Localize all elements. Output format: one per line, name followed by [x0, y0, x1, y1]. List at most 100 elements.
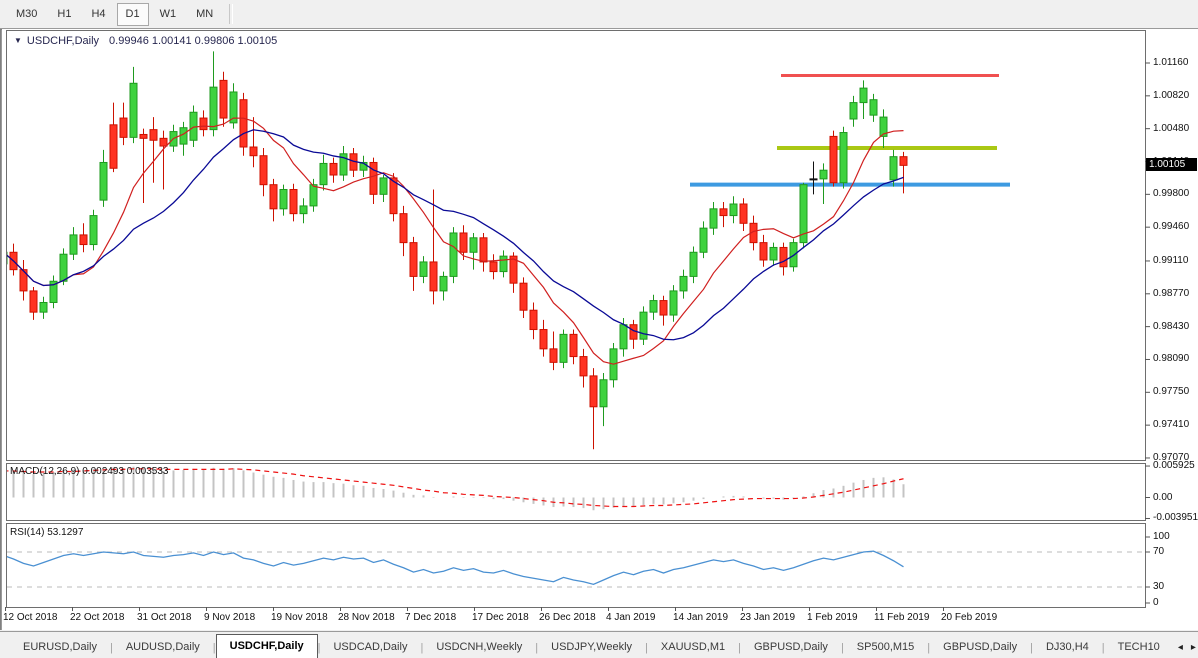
macd-indicator-label: MACD(12,26,9) 0.002493 0.003533: [10, 466, 169, 477]
candle-body: [879, 116, 888, 137]
candle-body: [849, 102, 858, 120]
timeframe-button-w1[interactable]: W1: [159, 7, 177, 20]
candle-body: [159, 137, 168, 147]
candle-body: [39, 301, 48, 313]
candle-body: [289, 189, 298, 215]
slow-ma-line: [7, 129, 904, 341]
price-tick-label: 0.97070: [1153, 452, 1190, 463]
tab-scroll-right-icon[interactable]: ▸: [1190, 642, 1196, 653]
price-tick-label: 0.99800: [1153, 188, 1190, 199]
candle-body: [669, 290, 678, 316]
chart-tab-bar: EURUSD,Daily | AUDUSD,Daily | USDCHF,Daily | U…: [0, 631, 1198, 658]
tab-separator: |: [212, 642, 216, 654]
date-tick-label: 22 Oct 2018: [70, 612, 125, 623]
candle-body: [489, 261, 498, 273]
timeframe-button-h1[interactable]: H1: [57, 7, 72, 20]
candle-body: [429, 261, 438, 292]
chart-tab-gbpusd-daily[interactable]: GBPUSD,Daily: [943, 641, 1018, 653]
timeframe-button-h4[interactable]: H4: [91, 7, 106, 20]
chart-tab-usdjpy-weekly[interactable]: USDJPY,Weekly: [551, 641, 633, 653]
price-tick-label: 0.99460: [1153, 221, 1190, 232]
tab-separator: |: [840, 642, 844, 654]
rsi-tick-label: 70: [1153, 546, 1165, 557]
candle-body: [189, 111, 198, 141]
tab-separator: |: [109, 642, 113, 654]
date-tick-label: 31 Oct 2018: [137, 612, 192, 623]
tab-separator: |: [738, 642, 741, 654]
rsi-indicator-label: RSI(14) 53.1297: [10, 527, 84, 538]
price-tick-label: 0.97750: [1153, 386, 1190, 397]
candle-body: [239, 99, 248, 148]
candle-body: [889, 156, 898, 181]
candle-body: [329, 162, 338, 176]
candle-body: [319, 162, 328, 186]
timeframe-toolbar: M30 H1 H4 D1 W1 MN: [0, 0, 1198, 29]
timeframe-button-d1[interactable]: D1: [116, 2, 149, 26]
date-tick-label: 20 Feb 2019: [941, 612, 998, 623]
chart-title-dropdown-icon[interactable]: ▼: [14, 36, 22, 45]
candle-body: [209, 86, 218, 131]
chart-tab-gbpusd-daily[interactable]: GBPUSD,Daily: [753, 641, 828, 653]
date-tick-label: 12 Oct 2018: [3, 612, 58, 623]
current-price-badge: 1.00105: [1146, 158, 1197, 171]
chart-tab-usdcnh-weekly[interactable]: USDCNH,Weekly: [436, 641, 523, 653]
candle-body: [259, 155, 268, 186]
candle-body: [599, 379, 608, 408]
candle-body: [179, 127, 188, 145]
timeframe-button-mn[interactable]: MN: [196, 7, 214, 20]
rsi-tick-label: 30: [1153, 581, 1165, 592]
chart-tab-tech10[interactable]: TECH10: [1117, 641, 1160, 653]
candle-body: [529, 309, 538, 331]
tab-scroll-left-icon[interactable]: ◂: [1177, 642, 1183, 653]
chart-tab-dj30-h4[interactable]: DJ30,H4: [1045, 641, 1089, 653]
tab-separator: |: [645, 642, 648, 654]
chart-tab-sp500-m15[interactable]: SP500,M15: [856, 641, 915, 653]
candle-body: [139, 133, 148, 139]
rsi-panel-border: [6, 523, 1146, 608]
date-tick-label: 23 Jan 2019: [740, 612, 796, 623]
candle-body: [569, 333, 578, 358]
price-tick-label: 0.99110: [1153, 255, 1189, 266]
candle-body: [499, 255, 508, 273]
candle-body: [19, 269, 28, 292]
candle-body: [649, 300, 658, 313]
timeframe-button-group: M30 H1 H4 D1 W1 MN: [6, 2, 223, 26]
chart-tab-usdcad-daily[interactable]: USDCAD,Daily: [333, 641, 408, 653]
date-tick-label: 17 Dec 2018: [472, 612, 529, 623]
timeframe-button-m30[interactable]: M30: [16, 7, 38, 20]
candle-body: [639, 311, 648, 340]
candle-body: [119, 117, 128, 138]
candle-body: [759, 242, 768, 261]
chart-tab-eurusd-daily[interactable]: EURUSD,Daily: [23, 641, 97, 653]
candle-body: [729, 203, 738, 217]
candle-body: [539, 329, 548, 350]
tab-separator: |: [1101, 642, 1105, 654]
candle-body: [589, 375, 598, 408]
date-tick-label: 28 Nov 2018: [338, 612, 395, 623]
rsi-line: [7, 550, 904, 586]
candle-body: [419, 261, 428, 277]
candle-body: [219, 79, 228, 119]
candle-body: [619, 324, 628, 350]
candle-body: [379, 177, 388, 195]
candle-body: [269, 184, 278, 210]
candle-body: [689, 251, 698, 277]
price-tick-label: 0.98770: [1153, 288, 1190, 299]
candle-body: [229, 91, 238, 124]
chart-tab-xauusd-m1[interactable]: XAUUSD,M1: [660, 641, 726, 653]
price-tick-label: 0.97410: [1153, 419, 1190, 430]
candle-body: [389, 177, 398, 215]
candle-body: [869, 99, 878, 116]
chart-tab-usdchf-daily[interactable]: USDCHF,Daily: [215, 634, 318, 658]
candle-body: [439, 275, 448, 292]
date-tick-label: 9 Nov 2018: [204, 612, 256, 623]
candle-body: [479, 237, 488, 263]
candle-body: [509, 255, 518, 284]
macd-panel-border: [6, 463, 1146, 521]
fast-ma-line: [7, 117, 904, 365]
date-tick-label: 1 Feb 2019: [807, 612, 858, 623]
price-tick-label: 0.98090: [1153, 353, 1190, 364]
chart-tab-audusd-daily[interactable]: AUDUSD,Daily: [125, 641, 200, 653]
